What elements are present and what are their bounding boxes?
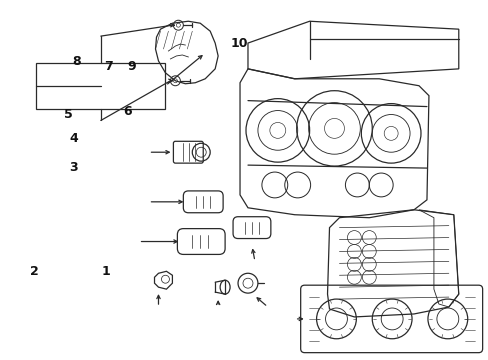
Bar: [36, 63, 165, 109]
Text: 10: 10: [230, 37, 248, 50]
Text: 3: 3: [69, 161, 78, 174]
Text: 7: 7: [104, 60, 113, 73]
Text: 8: 8: [72, 55, 81, 68]
Text: 4: 4: [69, 132, 78, 145]
Text: 1: 1: [102, 265, 110, 278]
Text: 9: 9: [127, 60, 136, 73]
Text: 2: 2: [30, 265, 39, 278]
Text: 6: 6: [123, 105, 132, 118]
Text: 5: 5: [64, 108, 73, 121]
